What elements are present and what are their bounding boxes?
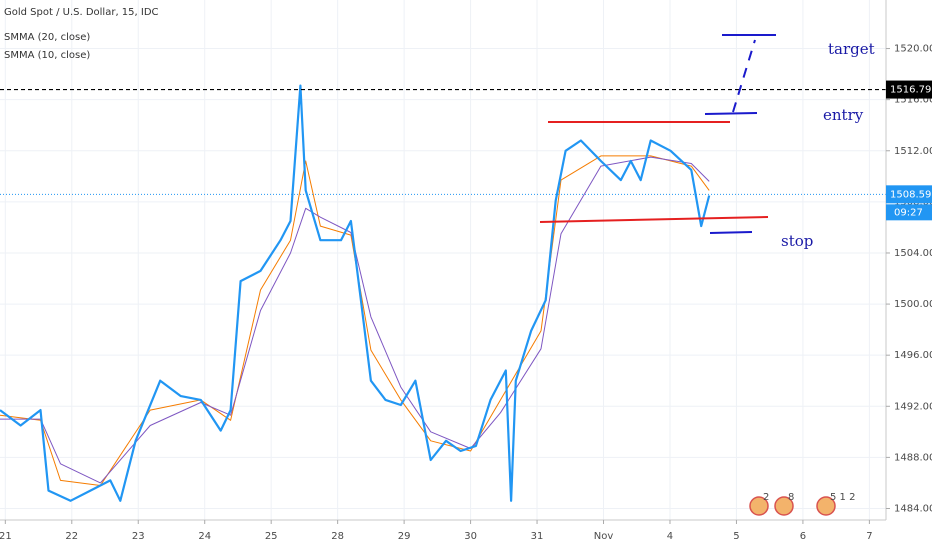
price-label-box [886,185,932,204]
y-tick-label: 1492.00 [894,401,932,412]
x-tick-label: 21 [0,531,12,542]
price-label: 1516.79 [890,85,931,96]
channel-bottom [539,216,769,223]
x-tick-label: 4 [667,531,673,542]
price-label-box [886,80,932,99]
y-tick-label: 1516.00 [894,95,932,106]
event-icon: 5 1 2 [816,492,855,516]
event-flag [749,496,769,516]
event-icon: 2 [749,492,769,516]
y-tick-label: 1512.00 [894,146,932,157]
x-tick-label: 7 [866,531,872,542]
x-tick-label: Nov [594,531,614,542]
legend-entry: SMMA (20, close) [4,32,90,43]
y-tick-label: 1504.00 [894,248,932,259]
event-flag [816,496,836,516]
entry-line [704,112,758,115]
price-label: 1508.59 [890,189,931,200]
drawings: target entry stop [539,34,875,250]
y-tick-label: 1520.00 [894,44,932,55]
event-count: 5 1 2 [830,492,855,503]
y-tick-label: 1484.00 [894,504,932,515]
legend-entry: SMMA (10, close) [4,50,90,61]
annotation: entry [823,106,864,124]
y-tick-label: 1500.00 [894,299,932,310]
axis-labels: 1484.00 1488.00 1492.00 1496.00 1500.00 1504.… [0,44,932,542]
x-tick-label: 29 [398,531,411,542]
annotation: stop [781,232,813,250]
price-line [0,84,711,502]
event-count: 8 [788,492,794,503]
x-tick-label: 5 [733,531,739,542]
stop-line [709,231,753,234]
countdown-box [886,204,932,221]
event-count: 2 [763,492,769,503]
chart-title: Gold Spot / U.S. Dollar, 15, IDC [4,7,159,18]
y-tick-label: 1496.00 [894,350,932,361]
price-line [0,155,710,486]
x-tick-label: 24 [198,531,211,542]
projection [732,39,756,113]
y-tick-label: 1488.00 [894,452,932,463]
plot: 2 8 5 1 2 [0,84,886,516]
x-tick-label: 6 [800,531,806,542]
event-icon: 8 [774,492,794,516]
x-tick-label: 22 [65,531,78,542]
countdown: 09:27 [894,207,923,218]
event-flag [774,496,794,516]
x-tick-label: 25 [265,531,278,542]
x-tick-label: 31 [531,531,544,542]
grid [0,0,886,520]
x-tick-label: 23 [132,531,145,542]
x-tick-label: 28 [331,531,344,542]
x-tick-label: 30 [464,531,477,542]
annotation: target [828,40,875,58]
